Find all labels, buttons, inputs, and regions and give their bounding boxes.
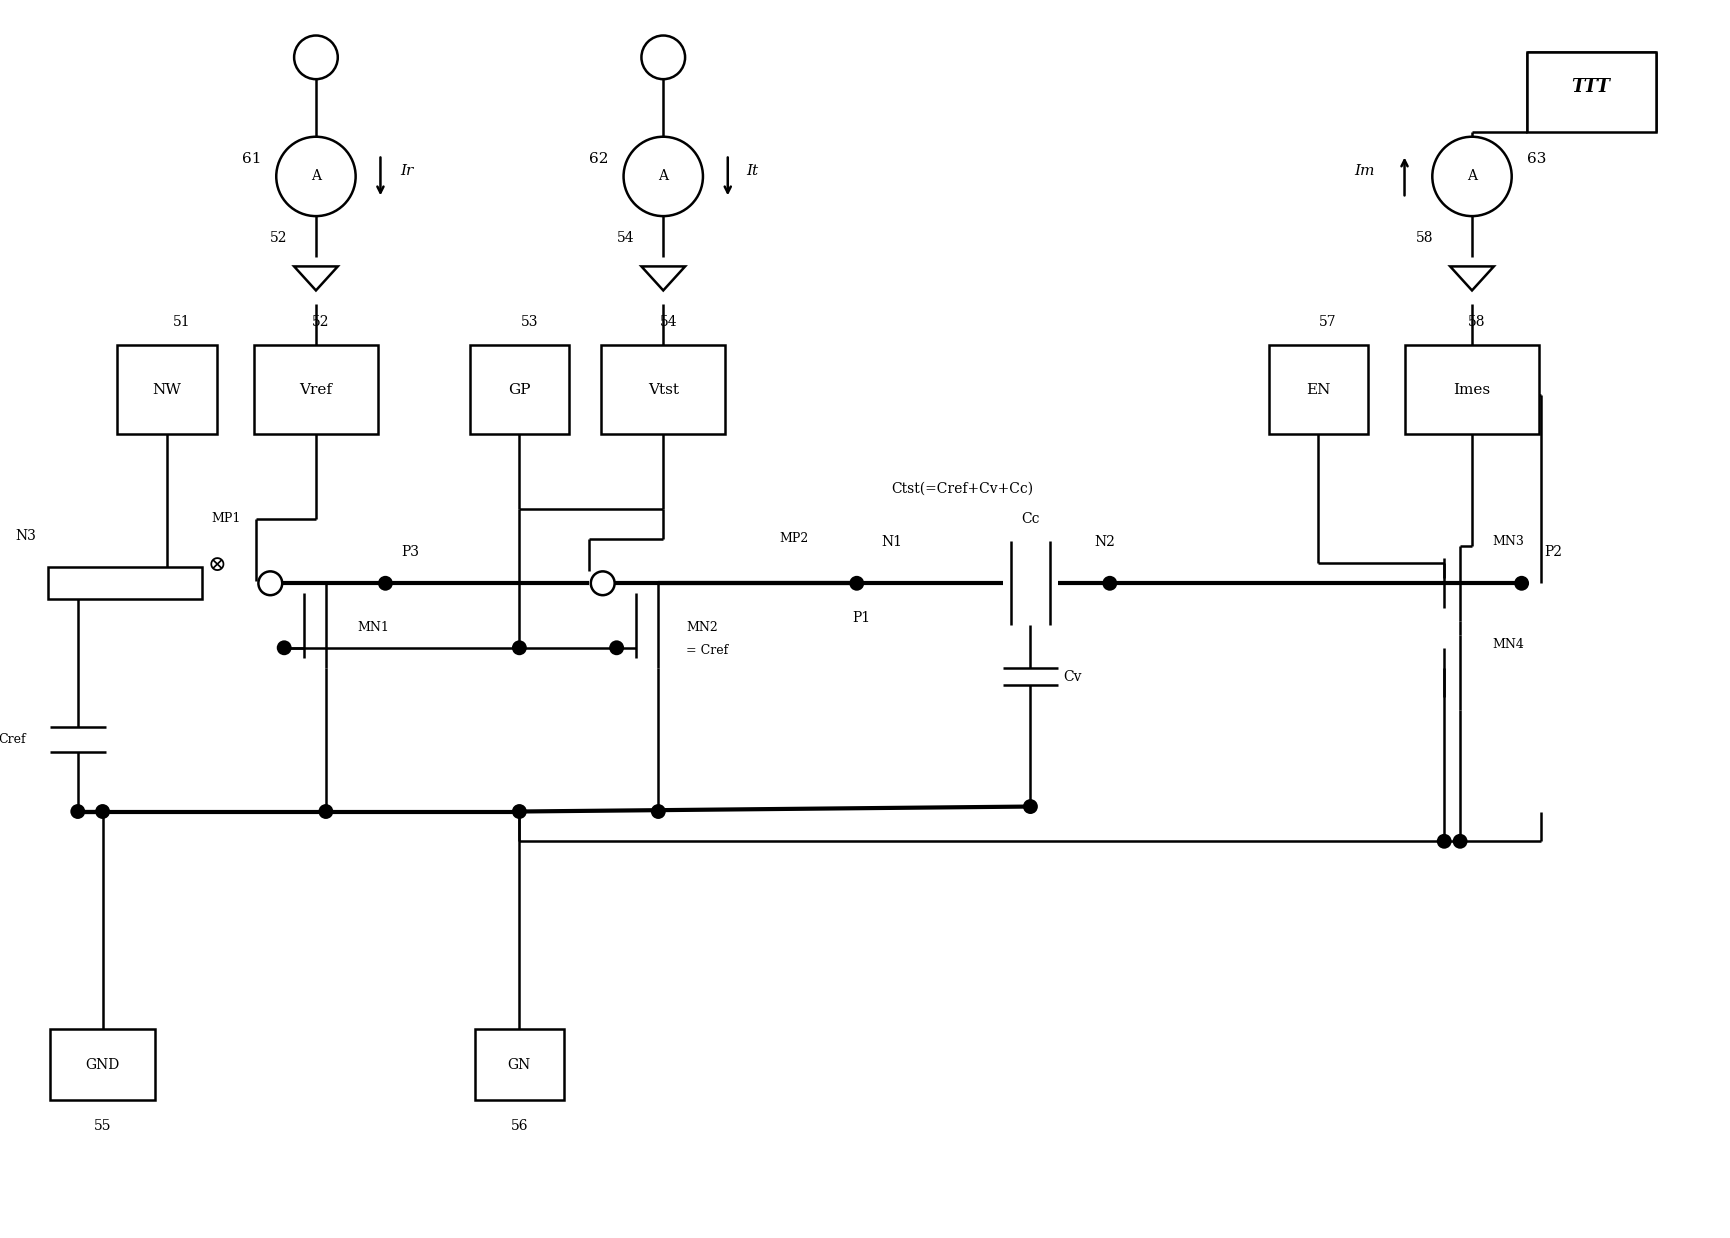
- Text: = Cref: = Cref: [685, 644, 728, 657]
- Text: P3: P3: [401, 545, 419, 558]
- Bar: [118, 345, 216, 435]
- Polygon shape: [294, 266, 337, 291]
- Text: Imes: Imes: [1453, 383, 1490, 396]
- Text: GP: GP: [509, 383, 531, 396]
- Text: Ctst(=Cref+Cv+Cc): Ctst(=Cref+Cv+Cc): [891, 482, 1033, 496]
- Text: MN4: MN4: [1491, 639, 1522, 651]
- Text: A: A: [311, 170, 320, 183]
- Text: A: A: [1465, 170, 1476, 183]
- Bar: [1405, 345, 1538, 435]
- Bar: [600, 345, 725, 435]
- Circle shape: [277, 136, 355, 217]
- Circle shape: [294, 36, 337, 79]
- Circle shape: [642, 36, 685, 79]
- Text: NW: NW: [152, 383, 182, 396]
- Text: 55: 55: [93, 1119, 111, 1133]
- Text: GND: GND: [85, 1057, 119, 1072]
- Text: N2: N2: [1093, 535, 1114, 548]
- Text: 62: 62: [588, 151, 609, 166]
- Text: GN: GN: [507, 1057, 531, 1072]
- Text: MP1: MP1: [211, 513, 240, 525]
- Text: Cref: Cref: [0, 733, 26, 747]
- Text: Im: Im: [1355, 165, 1374, 178]
- Text: Vtst: Vtst: [647, 383, 678, 396]
- Text: Cc: Cc: [1021, 513, 1040, 526]
- Text: 58: 58: [1467, 316, 1484, 329]
- Circle shape: [95, 803, 111, 820]
- Text: A: A: [657, 170, 668, 183]
- Text: MP2: MP2: [778, 532, 808, 545]
- Bar: [469, 345, 569, 435]
- Text: 51: 51: [173, 316, 190, 329]
- Text: 52: 52: [270, 232, 287, 245]
- Text: 54: 54: [616, 232, 633, 245]
- Circle shape: [512, 640, 526, 655]
- Text: P1: P1: [853, 612, 870, 625]
- Text: 57: 57: [1318, 316, 1336, 329]
- Text: Ir: Ir: [400, 165, 413, 178]
- Bar: [254, 345, 377, 435]
- Circle shape: [1431, 136, 1510, 217]
- Text: MN3: MN3: [1491, 535, 1522, 548]
- Bar: [1268, 345, 1367, 435]
- Circle shape: [849, 576, 863, 591]
- Circle shape: [512, 803, 526, 820]
- Text: 63: 63: [1526, 151, 1545, 166]
- Circle shape: [1514, 576, 1528, 591]
- Text: It: It: [746, 165, 758, 178]
- Circle shape: [1451, 834, 1467, 849]
- Text: EN: EN: [1304, 383, 1330, 396]
- Text: 61: 61: [242, 151, 261, 166]
- Text: 52: 52: [311, 316, 329, 329]
- Text: Vref: Vref: [299, 383, 332, 396]
- Polygon shape: [642, 266, 685, 291]
- Bar: [474, 1029, 564, 1101]
- Bar: [1526, 52, 1654, 131]
- Text: 58: 58: [1415, 232, 1432, 245]
- Circle shape: [1102, 576, 1116, 591]
- Circle shape: [318, 803, 334, 820]
- Circle shape: [258, 572, 282, 595]
- Text: P2: P2: [1543, 545, 1562, 558]
- Circle shape: [623, 136, 702, 217]
- Text: 56: 56: [510, 1119, 528, 1133]
- Text: Cv: Cv: [1062, 670, 1081, 683]
- Bar: [50, 1029, 154, 1101]
- Circle shape: [590, 572, 614, 595]
- Text: ⊗: ⊗: [208, 555, 227, 577]
- Circle shape: [650, 803, 666, 820]
- Bar: [48, 567, 202, 599]
- Circle shape: [1022, 799, 1038, 815]
- Circle shape: [1436, 834, 1451, 849]
- Text: MN2: MN2: [685, 621, 718, 634]
- Circle shape: [71, 803, 85, 820]
- Text: N3: N3: [16, 529, 36, 542]
- Text: TTT: TTT: [1571, 78, 1609, 97]
- Text: MN1: MN1: [358, 621, 389, 634]
- Circle shape: [377, 576, 393, 591]
- Circle shape: [277, 640, 291, 655]
- Text: N1: N1: [881, 535, 901, 548]
- Text: 54: 54: [659, 316, 676, 329]
- Text: 53: 53: [521, 316, 538, 329]
- Polygon shape: [1450, 266, 1493, 291]
- Circle shape: [609, 640, 625, 655]
